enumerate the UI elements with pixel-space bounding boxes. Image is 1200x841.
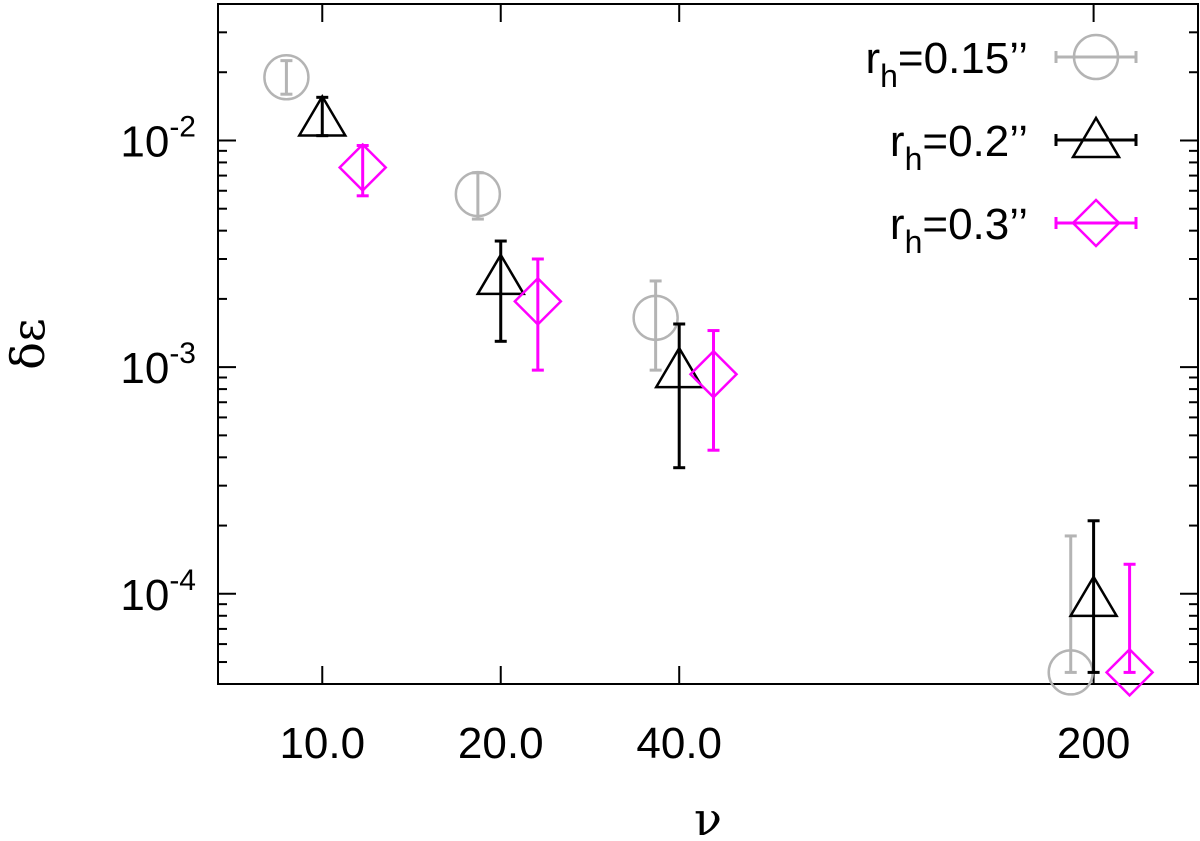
- legend-label-subscript: h: [905, 224, 923, 260]
- legend-label-main: r: [865, 34, 880, 83]
- y-tick-label-exponent: -3: [169, 337, 196, 370]
- data-point: [454, 170, 502, 221]
- x-axis-title: ν: [694, 792, 722, 841]
- data-point: [475, 239, 526, 343]
- y-axis-title: δε: [1, 318, 55, 370]
- data-point: [337, 142, 388, 198]
- x-tick-label: 20.0: [458, 719, 544, 768]
- triangle-marker: [475, 252, 526, 296]
- legend: rh=0.15’’rh=0.2’’rh=0.3’’: [865, 33, 1138, 260]
- diamond-marker: [1104, 647, 1155, 698]
- y-tick-label-exponent: -2: [169, 110, 196, 143]
- series-diamond: [337, 142, 1155, 698]
- data-point: [1068, 519, 1119, 674]
- diamond-marker: [513, 276, 563, 327]
- plot-frame: [217, 3, 1199, 685]
- x-tick-labels: 10.0 20.0 40.0 200: [279, 719, 1130, 768]
- y-tick-label: 10-3: [120, 337, 196, 393]
- legend-label-value: =0.15’’: [898, 34, 1028, 83]
- legend-label: rh=0.2’’: [890, 117, 1028, 177]
- data-point: [263, 54, 310, 101]
- y-tick-label-base: 10: [120, 571, 169, 620]
- circle-marker: [632, 294, 679, 342]
- legend-item: rh=0.15’’: [865, 33, 1138, 94]
- y-tick-labels: 10-210-310-4: [120, 110, 196, 619]
- data-point: [654, 322, 705, 470]
- series-circle: [263, 54, 1094, 696]
- triangle-marker: [1070, 115, 1122, 159]
- circle-marker: [263, 54, 310, 101]
- x-tick-label: 200: [1057, 719, 1130, 768]
- x-tick-label: 40.0: [636, 719, 722, 768]
- data-point: [688, 329, 739, 452]
- legend-label-subscript: h: [905, 141, 923, 177]
- y-tick-label: 10-4: [120, 564, 196, 620]
- diamond-marker: [337, 142, 388, 193]
- data-point: [513, 257, 563, 372]
- axis-ticks: [218, 4, 1198, 684]
- y-tick-label-exponent: -4: [169, 564, 196, 597]
- legend-label-value: =0.3’’: [922, 200, 1028, 249]
- legend-label-main: r: [890, 200, 905, 249]
- y-tick-label: 10-2: [120, 110, 196, 166]
- data-point: [1104, 562, 1155, 698]
- circle-marker: [1072, 33, 1120, 81]
- legend-label: rh=0.15’’: [865, 34, 1028, 94]
- y-tick-label-base: 10: [120, 344, 169, 393]
- triangle-marker: [297, 94, 348, 137]
- series-layer: [263, 54, 1155, 698]
- data-point: [632, 279, 679, 372]
- circle-marker: [454, 170, 502, 218]
- legend-label-value: =0.2’’: [922, 117, 1028, 166]
- triangle-marker: [654, 345, 705, 389]
- triangle-marker: [1068, 574, 1119, 618]
- legend-label: rh=0.3’’: [890, 200, 1028, 260]
- legend-label-subscript: h: [880, 58, 898, 94]
- legend-item: rh=0.2’’: [890, 115, 1138, 177]
- diamond-marker: [1071, 198, 1121, 248]
- legend-item: rh=0.3’’: [890, 198, 1138, 260]
- series-triangle: [297, 94, 1119, 674]
- y-tick-label-base: 10: [120, 117, 169, 166]
- diamond-marker: [688, 349, 739, 400]
- data-point: [297, 94, 348, 138]
- x-tick-label: 10.0: [279, 719, 365, 768]
- legend-label-main: r: [890, 117, 905, 166]
